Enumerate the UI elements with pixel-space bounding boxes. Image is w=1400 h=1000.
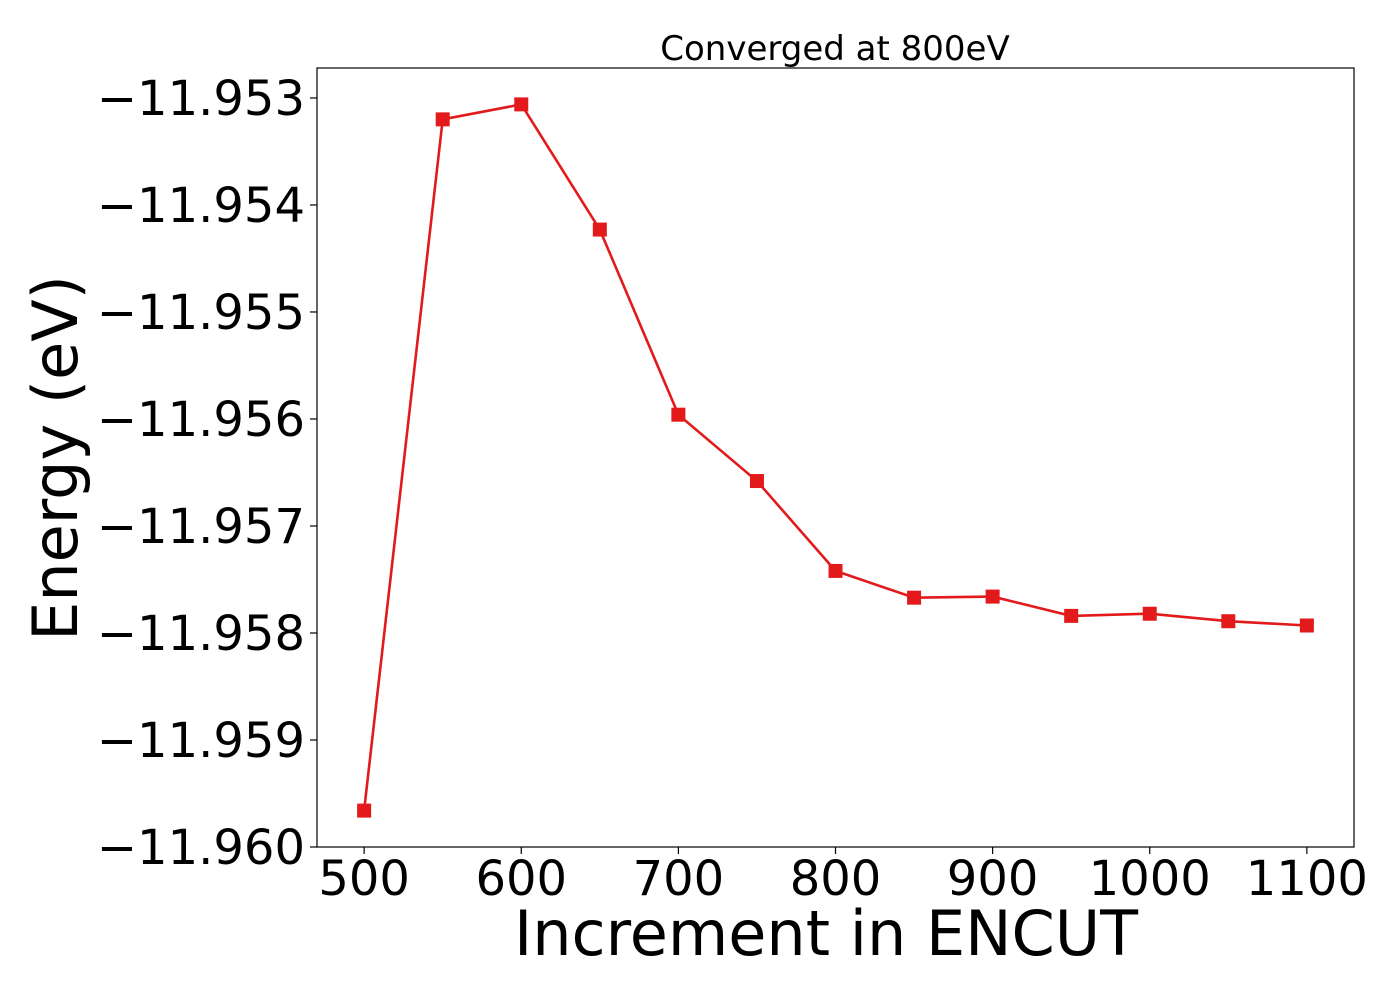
y-tick-label: −11.958: [97, 606, 305, 662]
data-point: [985, 589, 1000, 604]
data-point: [1221, 614, 1236, 629]
x-tick-label: 900: [947, 851, 1039, 907]
y-tick-label: −11.957: [97, 499, 305, 555]
data-point: [1299, 618, 1314, 633]
y-tick-label: −11.959: [97, 713, 305, 769]
data-point: [357, 803, 372, 818]
data-point: [907, 590, 922, 605]
x-tick-label: 600: [475, 851, 567, 907]
x-axis-label: Increment in ENCUT: [514, 897, 1139, 970]
plot-area-frame: [316, 67, 1355, 848]
y-tick-label: −11.953: [97, 71, 305, 127]
y-tick-label: −11.955: [97, 285, 305, 341]
data-point: [828, 563, 843, 578]
chart-title: Converged at 800eV: [660, 29, 1009, 69]
series-line: [362, 102, 1307, 811]
y-tick-label: −11.960: [97, 820, 305, 876]
x-axis: 500 600 700 800 900 1000 1100: [318, 847, 1368, 907]
x-tick-label: 800: [790, 851, 882, 907]
data-point: [592, 222, 607, 237]
data-point: [671, 407, 686, 422]
data-point: [435, 112, 450, 127]
x-tick-label: 700: [633, 851, 725, 907]
data-point: [749, 474, 764, 489]
y-tick-label: −11.954: [97, 178, 305, 234]
y-axis-label: Energy (eV): [19, 275, 92, 641]
x-tick-label: 1100: [1246, 851, 1368, 907]
series-layer: [357, 97, 1314, 818]
data-point: [1142, 606, 1157, 621]
y-axis: −11.953 −11.954 −11.955 −11.956 −11.957 −11.9…: [97, 71, 317, 876]
data-point: [1064, 608, 1079, 623]
data-point: [514, 97, 529, 112]
x-tick-label: 500: [318, 851, 410, 907]
y-tick-label: −11.956: [97, 392, 305, 448]
x-tick-label: 1000: [1089, 851, 1211, 907]
